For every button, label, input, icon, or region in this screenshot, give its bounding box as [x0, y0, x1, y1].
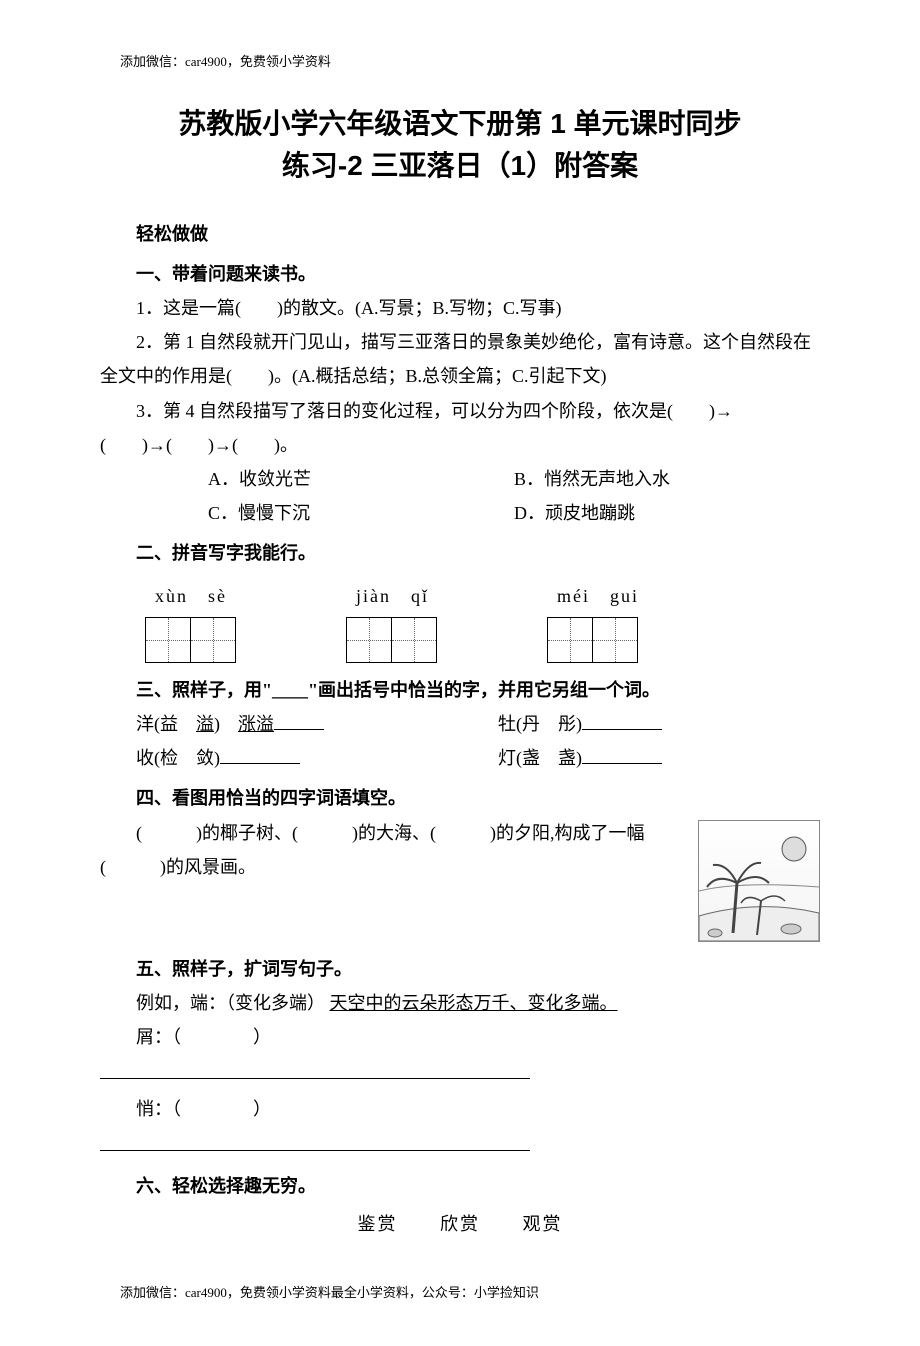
title-line-2: 练习-2 三亚落日（1）附答案 [100, 145, 820, 187]
s5-example-prefix: 例如，端：（变化多端） [136, 993, 325, 1013]
beach-illustration [698, 820, 820, 942]
s6-word-1: 鉴赏 [358, 1214, 398, 1234]
s3-r1-left-post: ) [214, 714, 238, 734]
s3-row2: 收(检 敛) 灯(盏 盏) [100, 741, 820, 775]
s5-example-sentence: 天空中的云朵形态万千、变化多端。 [330, 993, 618, 1013]
blank-line[interactable] [582, 711, 662, 730]
char-box[interactable] [592, 617, 638, 663]
s1-options-row2: C．慢慢下沉 D．顽皮地蹦跳 [100, 496, 820, 530]
s6-word-bank: 鉴赏 欣赏 观赏 [100, 1207, 820, 1241]
char-box[interactable] [190, 617, 236, 663]
s5-example: 例如，端：（变化多端） 天空中的云朵形态万千、变化多端。 [100, 986, 820, 1020]
section-4-heading: 四、看图用恰当的四字词语填空。 [100, 781, 820, 815]
s5-item1-line[interactable] [100, 1056, 820, 1090]
blank-line[interactable] [582, 745, 662, 764]
s1-q3a: 3．第 4 自然段描写了落日的变化过程，可以分为四个阶段，依次是( )→ [100, 394, 820, 428]
s6-word-2: 欣赏 [440, 1214, 480, 1234]
s1-q1: 1．这是一篇( )的散文。(A.写景；B.写物；C.写事) [100, 291, 820, 325]
char-box[interactable] [346, 617, 392, 663]
s6-word-3: 观赏 [523, 1214, 563, 1234]
pinyin-group-3: méi gui [547, 579, 639, 663]
pinyin-2: jiàn qǐ [346, 579, 429, 613]
char-boxes-2 [346, 617, 437, 663]
pinyin-group-1: xùn sè [145, 579, 236, 663]
s1-opt-c: C．慢慢下沉 [208, 496, 514, 530]
header-note: 添加微信：car4900，免费领小学资料 [100, 50, 820, 75]
s5-item2-line[interactable] [100, 1128, 820, 1162]
s3-r2-right: 灯(盏 盏) [498, 741, 820, 775]
pinyin-3: méi gui [547, 579, 639, 613]
page: 添加微信：car4900，免费领小学资料 苏教版小学六年级语文下册第 1 单元课… [0, 0, 920, 1346]
pinyin-row: xùn sè jiàn qǐ méi gui [145, 579, 820, 663]
s1-options-row1: A．收敛光芒 B．悄然无声地入水 [100, 462, 820, 496]
s3-r2-left-pre: 收(检 敛) [136, 748, 220, 768]
s1-opt-d: D．顽皮地蹦跳 [514, 496, 820, 530]
intro-heading: 轻松做做 [100, 217, 820, 251]
pinyin-group-2: jiàn qǐ [346, 579, 437, 663]
char-box[interactable] [145, 617, 191, 663]
s3-r1-right-text: 牡(丹 彤) [498, 714, 582, 734]
section-2-heading: 二、拼音写字我能行。 [100, 536, 820, 570]
s5-item2: 悄：（ ） [100, 1092, 820, 1126]
s3-r1-left-example: 涨溢 [238, 714, 274, 734]
s3-r1-left-u: 溢 [196, 714, 214, 734]
s5-item1: 屑：（ ） [100, 1020, 820, 1054]
s1-opt-b: B．悄然无声地入水 [514, 462, 820, 496]
char-box[interactable] [547, 617, 593, 663]
s3-r2-left: 收(检 敛) [136, 741, 458, 775]
s4-body: ( )的椰子树、( )的大海、( )的夕阳,构成了一幅 ( )的风景画。 [100, 816, 820, 884]
s3-r1-left-pre: 洋(益 [136, 714, 196, 734]
s3-r1-left: 洋(益 溢) 涨溢 [136, 707, 458, 741]
section-3-heading: 三、照样子，用"____"画出括号中恰当的字，并用它另组一个词。 [100, 673, 820, 707]
char-boxes-1 [145, 617, 236, 663]
s1-opt-a: A．收敛光芒 [208, 462, 514, 496]
s1-q3b: ( )→( )→( )。 [100, 428, 820, 462]
section-1-heading: 一、带着问题来读书。 [100, 257, 820, 291]
char-boxes-3 [547, 617, 638, 663]
title-line-1: 苏教版小学六年级语文下册第 1 单元课时同步 [100, 103, 820, 145]
section-5-heading: 五、照样子，扩词写句子。 [100, 952, 820, 986]
s3-r2-right-text: 灯(盏 盏) [498, 748, 582, 768]
pinyin-1: xùn sè [145, 579, 227, 613]
s3-row1: 洋(益 溢) 涨溢 牡(丹 彤) [100, 707, 820, 741]
blank-line[interactable] [220, 745, 300, 764]
section-6-heading: 六、轻松选择趣无穷。 [100, 1169, 820, 1203]
blank-line[interactable] [274, 711, 324, 730]
s1-q2: 2．第 1 自然段就开门见山，描写三亚落日的景象美妙绝伦，富有诗意。这个自然段在… [100, 325, 820, 393]
document-title: 苏教版小学六年级语文下册第 1 单元课时同步 练习-2 三亚落日（1）附答案 [100, 103, 820, 187]
char-box[interactable] [391, 617, 437, 663]
s3-r1-right: 牡(丹 彤) [498, 707, 820, 741]
